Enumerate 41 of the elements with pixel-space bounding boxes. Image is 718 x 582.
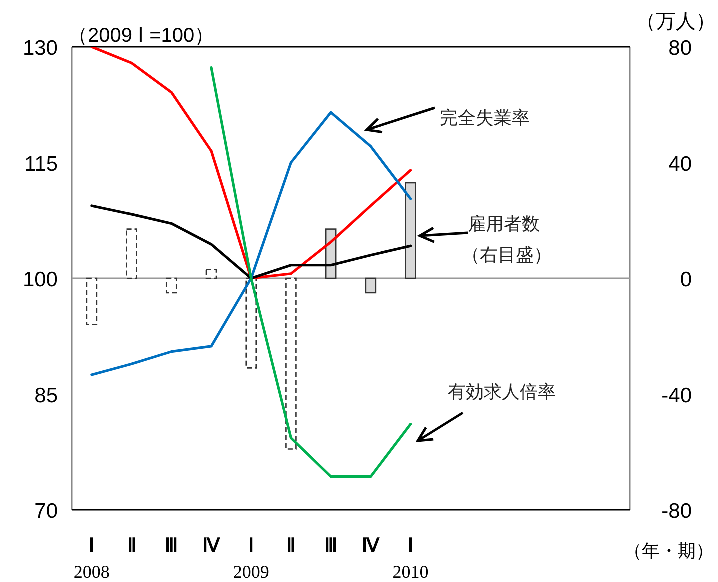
- y-tick-label: 85: [34, 384, 58, 408]
- annotation: 有効求人倍率: [448, 382, 556, 402]
- x-tick-label: Ⅲ: [165, 536, 178, 557]
- line-series: [90, 111, 412, 376]
- bar: [86, 278, 98, 326]
- x-tick-label: Ⅰ: [88, 536, 95, 557]
- text: 2009: [233, 562, 270, 582]
- text: 2010: [392, 562, 429, 582]
- line-series: [90, 204, 412, 280]
- bar: [166, 278, 178, 294]
- annotation: 完全失業率: [440, 108, 530, 128]
- y2-tick-label: -80: [662, 500, 692, 523]
- y-tick-label: 100: [22, 268, 58, 292]
- annotation: （右目盛）: [462, 245, 552, 265]
- bar: [286, 278, 297, 450]
- x-tick-label: Ⅰ: [408, 536, 414, 557]
- bar: [246, 278, 258, 369]
- bar: [365, 278, 377, 294]
- y2-tick-label: 40: [668, 152, 692, 176]
- bar: [206, 269, 218, 280]
- y-tick-label: 70: [34, 500, 58, 523]
- x-tick-label: Ⅰ: [248, 536, 254, 557]
- bar: [405, 182, 416, 280]
- text: 2008: [74, 562, 110, 582]
- y-tick-label: 130: [22, 37, 58, 60]
- y2-tick-label: 0: [680, 268, 692, 292]
- bar: [126, 228, 138, 280]
- y2-tick-label: -40: [662, 384, 692, 408]
- x-tick-label: Ⅲ: [324, 536, 338, 557]
- x-tick-label: Ⅳ: [202, 536, 220, 557]
- y2-axis-title: （万人）: [636, 11, 716, 33]
- line-series: [210, 66, 412, 478]
- y-tick-label: 115: [24, 152, 58, 176]
- line-series: [90, 47, 412, 280]
- y-axis-title: （2009 Ⅰ =100）: [68, 25, 215, 47]
- y2-tick-label: 80: [668, 37, 692, 60]
- x-axis-title: （年・期）: [624, 541, 714, 561]
- x-tick-label: Ⅳ: [362, 536, 380, 557]
- x-tick-label: Ⅱ: [286, 536, 296, 557]
- annotation: 雇用者数: [468, 214, 540, 234]
- x-tick-label: Ⅱ: [127, 536, 136, 557]
